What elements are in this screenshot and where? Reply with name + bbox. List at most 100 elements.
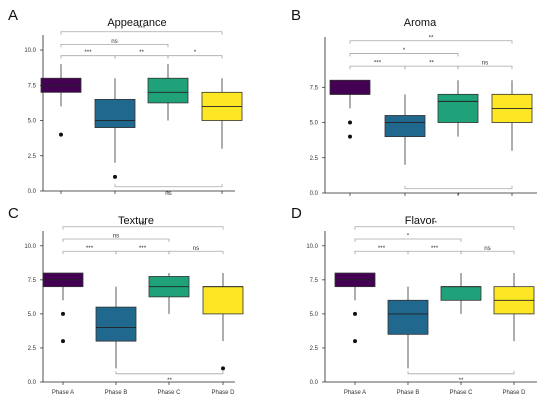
bracket-line <box>354 238 462 242</box>
bracket-line <box>404 185 513 190</box>
outlier-point <box>348 120 352 125</box>
significance-label: *** <box>138 25 146 32</box>
significance-label: *** <box>378 245 386 252</box>
box-phase-c <box>147 64 189 121</box>
panel-letter-d: D <box>291 205 302 222</box>
outlier-point <box>61 339 65 344</box>
bracket-line <box>407 370 515 375</box>
significance-label: *** <box>374 60 382 67</box>
bracket-line <box>62 238 170 242</box>
significance-bracket: ** <box>114 49 169 59</box>
y-tick-label: 10.0 <box>306 244 318 250</box>
significance-label: *** <box>431 245 439 252</box>
significance-bracket: ** <box>349 34 513 44</box>
bracket-line <box>60 31 223 35</box>
y-tick-label: 0.0 <box>310 191 319 197</box>
y-tick-label: 7.5 <box>310 278 319 284</box>
significance-bracket: * <box>354 233 462 242</box>
panel-title: Flavor <box>405 215 436 227</box>
significance-label: * <box>407 233 410 240</box>
panel-flavor: D Flavor 0.0 2.5 5.0 7.5 10.0 Phase A Phase B Pha… <box>291 205 537 396</box>
box-phase-d <box>201 78 243 149</box>
bracket-line <box>60 44 169 48</box>
x-tick-label: Phase D <box>211 390 235 396</box>
iqr-box <box>387 299 429 335</box>
bracket-line <box>62 226 224 230</box>
panel-letter-c: C <box>8 205 19 222</box>
outlier-point <box>61 311 65 316</box>
panel-texture: C Texture 0.0 2.5 5.0 7.5 10.0 Phase A Phase B Ph… <box>8 205 244 396</box>
bracket-line <box>114 183 223 188</box>
significance-bracket: ns <box>62 233 170 242</box>
significance-label: * <box>403 47 406 54</box>
box-phase-c <box>148 273 190 314</box>
outlier-point <box>113 174 117 179</box>
box-phase-b <box>387 286 429 369</box>
y-tick-label: 5.0 <box>28 312 37 318</box>
significance-bracket: ** <box>407 370 515 384</box>
significance-label: *** <box>139 245 147 252</box>
box-phase-c <box>440 273 482 314</box>
box-phase-b <box>384 94 426 165</box>
significance-label: * <box>457 192 460 199</box>
significance-bracket: ns <box>62 220 224 230</box>
x-tick-label: Phase A <box>344 390 366 396</box>
y-tick-label: 5.0 <box>28 119 37 125</box>
significance-bracket: *** <box>354 245 409 255</box>
y-tick-label: 7.5 <box>28 83 37 89</box>
significance-bracket: *** <box>349 60 406 70</box>
significance-label: ** <box>139 49 144 56</box>
significance-label: ns <box>482 60 489 67</box>
iqr-box <box>202 286 244 315</box>
bracket-line <box>167 55 223 59</box>
panel-title: Texture <box>118 215 154 227</box>
y-tick-label: 2.5 <box>310 346 319 352</box>
bracket-line <box>457 65 513 70</box>
significance-label: *** <box>86 245 94 252</box>
significance-bracket: *** <box>62 245 117 255</box>
y-tick-label: 5.0 <box>310 312 319 318</box>
y-tick-label: 0.0 <box>310 380 319 386</box>
significance-label: ns <box>111 38 118 45</box>
significance-bracket: *** <box>60 49 116 59</box>
panel-letter-b: B <box>291 7 301 24</box>
significance-bracket: ** <box>115 370 224 384</box>
box-phase-b <box>95 286 137 369</box>
panel-title: Aroma <box>404 17 437 29</box>
y-tick-label: 2.5 <box>310 156 319 162</box>
iqr-box <box>147 77 189 104</box>
iqr-box <box>437 93 479 123</box>
significance-bracket: ** <box>354 220 515 230</box>
x-tick-label: Phase B <box>105 390 128 396</box>
box-phase-d <box>202 273 244 371</box>
box-phase-d <box>491 80 533 151</box>
box-phase-a <box>40 64 82 137</box>
iqr-box <box>384 115 426 138</box>
significance-bracket: ns <box>457 60 513 70</box>
significance-bracket: *** <box>60 25 223 35</box>
y-tick-label: 5.0 <box>310 121 319 127</box>
box-phase-b <box>94 78 136 179</box>
box-phase-a <box>329 79 371 139</box>
significance-bracket: ns <box>168 245 224 255</box>
outlier-point <box>353 339 357 344</box>
y-tick-label: 2.5 <box>28 346 37 352</box>
x-tick-label: Phase C <box>449 390 473 396</box>
iqr-box <box>329 79 371 95</box>
iqr-box <box>94 98 136 128</box>
significance-label: ** <box>429 34 434 41</box>
significance-bracket: ** <box>404 60 459 70</box>
significance-bracket: ns <box>114 183 223 197</box>
box-phase-c <box>437 80 479 137</box>
bracket-line <box>349 53 459 57</box>
x-tick-label: Phase C <box>157 390 181 396</box>
y-tick-label: 0.0 <box>28 380 37 386</box>
y-tick-label: 10.0 <box>24 48 36 54</box>
significance-bracket: * <box>167 49 223 59</box>
significance-label: ** <box>167 377 172 384</box>
significance-bracket: ns <box>60 38 169 48</box>
significance-label: ** <box>459 377 464 384</box>
x-tick-label: Phase B <box>397 390 420 396</box>
